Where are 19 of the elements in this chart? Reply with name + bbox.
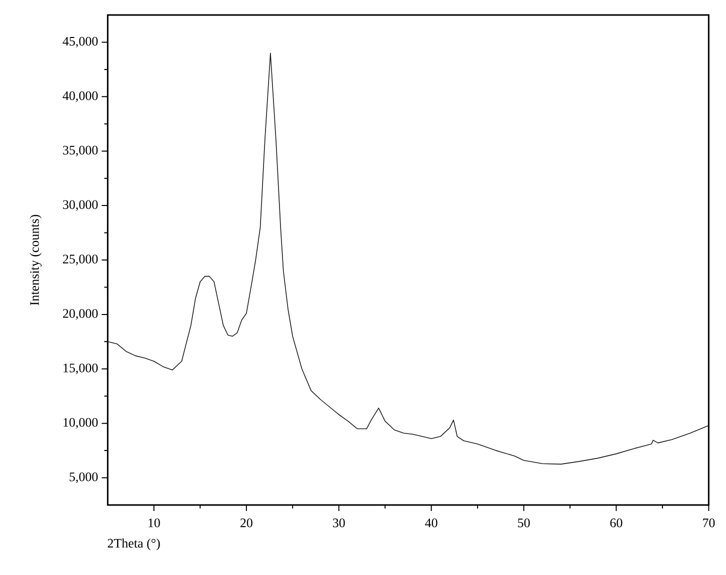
y-tick-label: 15,000 — [64, 364, 98, 374]
x-tick-label: 10 — [148, 518, 160, 528]
x-tick-label: 20 — [240, 518, 252, 528]
x-tick-label: 50 — [518, 518, 530, 528]
y-tick-label: 20,000 — [63, 309, 98, 320]
y-tick-label: 10,000 — [64, 418, 98, 429]
y-tick-label: 25,000 — [63, 254, 98, 266]
y-tick-label: 45,000 — [62, 36, 98, 48]
x-tick-label: 60 — [610, 518, 622, 528]
y-axis-title: Intensity (counts) — [30, 214, 42, 306]
x-axis-title: 2Theta (°) — [108, 538, 160, 550]
line-series — [108, 52, 709, 465]
x-tick-label: 70 — [703, 518, 715, 528]
y-tick-label: 30,000 — [63, 200, 98, 211]
x-tick-label: 40 — [425, 518, 438, 528]
y-tick-label: 5,000 — [70, 472, 98, 484]
y-tick-label: 35,000 — [63, 146, 98, 156]
x-tick-label: 30 — [332, 518, 345, 528]
y-tick-label: 40,000 — [62, 91, 98, 102]
